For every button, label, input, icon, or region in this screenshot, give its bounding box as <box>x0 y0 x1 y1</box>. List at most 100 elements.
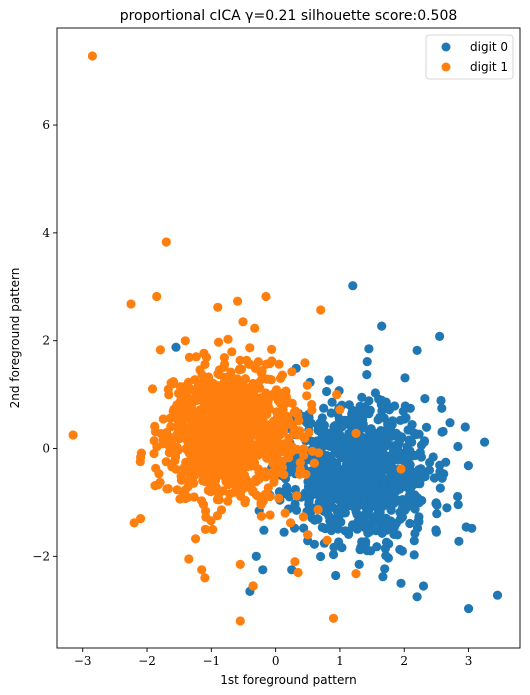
data-point <box>196 413 206 423</box>
data-point <box>391 455 401 465</box>
series-digit-0 <box>171 281 503 614</box>
data-point <box>168 377 178 387</box>
data-point <box>335 480 345 490</box>
data-point <box>287 367 297 377</box>
data-point <box>199 475 209 485</box>
data-point <box>248 391 259 401</box>
data-point <box>237 378 247 388</box>
data-point <box>341 460 351 470</box>
data-point <box>226 367 236 377</box>
legend: digit 0 digit 1 <box>425 34 514 80</box>
data-point <box>282 486 292 496</box>
data-point <box>263 400 273 411</box>
data-point <box>405 403 415 413</box>
data-point <box>395 544 405 555</box>
data-point <box>412 592 422 602</box>
data-point <box>68 430 78 440</box>
data-point <box>402 453 412 463</box>
data-point <box>364 344 374 354</box>
data-point <box>210 476 220 486</box>
data-point <box>351 428 361 438</box>
data-point <box>179 413 189 423</box>
data-point <box>365 527 375 537</box>
data-point <box>166 422 176 432</box>
data-point <box>330 421 340 431</box>
y-tick-label: −2 <box>32 549 50 563</box>
data-point <box>295 458 305 468</box>
data-point <box>301 469 311 479</box>
data-point <box>150 427 161 437</box>
data-point <box>415 447 425 457</box>
data-point <box>404 435 414 445</box>
data-point <box>196 458 206 468</box>
data-point <box>463 461 473 471</box>
data-point <box>234 432 245 442</box>
data-point <box>276 425 286 435</box>
data-point <box>409 536 419 546</box>
data-point <box>178 420 188 430</box>
data-point <box>256 393 266 403</box>
data-point <box>197 496 207 506</box>
data-point <box>180 432 190 443</box>
data-point <box>328 613 339 623</box>
data-point <box>158 414 168 424</box>
data-point <box>324 375 334 385</box>
data-point <box>322 386 332 397</box>
data-point <box>368 469 378 479</box>
data-point <box>316 551 326 562</box>
data-point <box>480 437 490 447</box>
data-point <box>206 483 216 493</box>
data-point <box>290 501 300 511</box>
data-point <box>231 484 241 495</box>
data-point <box>328 549 339 560</box>
data-point <box>126 299 136 309</box>
data-point <box>152 442 162 452</box>
data-point <box>183 377 194 387</box>
data-point <box>385 462 395 472</box>
data-point <box>431 498 441 508</box>
data-point <box>228 386 238 396</box>
data-point <box>384 403 394 413</box>
data-point <box>200 524 210 535</box>
data-point <box>365 406 375 416</box>
y-axis-label: 2nd foreground pattern <box>8 268 22 409</box>
data-point <box>282 395 292 405</box>
data-point <box>220 359 230 369</box>
data-point <box>243 414 253 424</box>
data-point <box>290 557 300 567</box>
data-point <box>273 468 283 478</box>
data-point <box>330 443 340 453</box>
data-point <box>460 422 470 432</box>
data-point <box>378 500 388 510</box>
data-point <box>365 480 376 491</box>
data-point <box>313 505 323 515</box>
data-point <box>421 422 432 432</box>
data-point <box>185 441 195 451</box>
data-point <box>274 396 284 406</box>
data-point <box>208 524 218 535</box>
data-point <box>227 393 238 403</box>
data-point <box>379 450 389 460</box>
data-point <box>274 487 284 497</box>
data-point <box>201 506 211 516</box>
data-point <box>300 358 310 368</box>
data-point <box>333 493 343 503</box>
data-point <box>370 501 380 511</box>
x-tick-label: −3 <box>74 654 92 668</box>
data-point <box>245 343 255 353</box>
data-point <box>213 302 223 312</box>
data-point <box>235 616 245 626</box>
data-point <box>429 473 439 483</box>
data-point <box>376 426 386 436</box>
data-point <box>362 357 372 367</box>
data-point <box>363 455 373 465</box>
data-point <box>436 395 446 406</box>
data-point <box>188 456 198 466</box>
data-point <box>325 494 335 504</box>
data-point <box>336 471 346 481</box>
data-point <box>292 491 302 501</box>
data-point <box>357 392 367 402</box>
data-point <box>209 401 219 411</box>
data-point <box>262 409 272 419</box>
data-point <box>319 403 329 413</box>
